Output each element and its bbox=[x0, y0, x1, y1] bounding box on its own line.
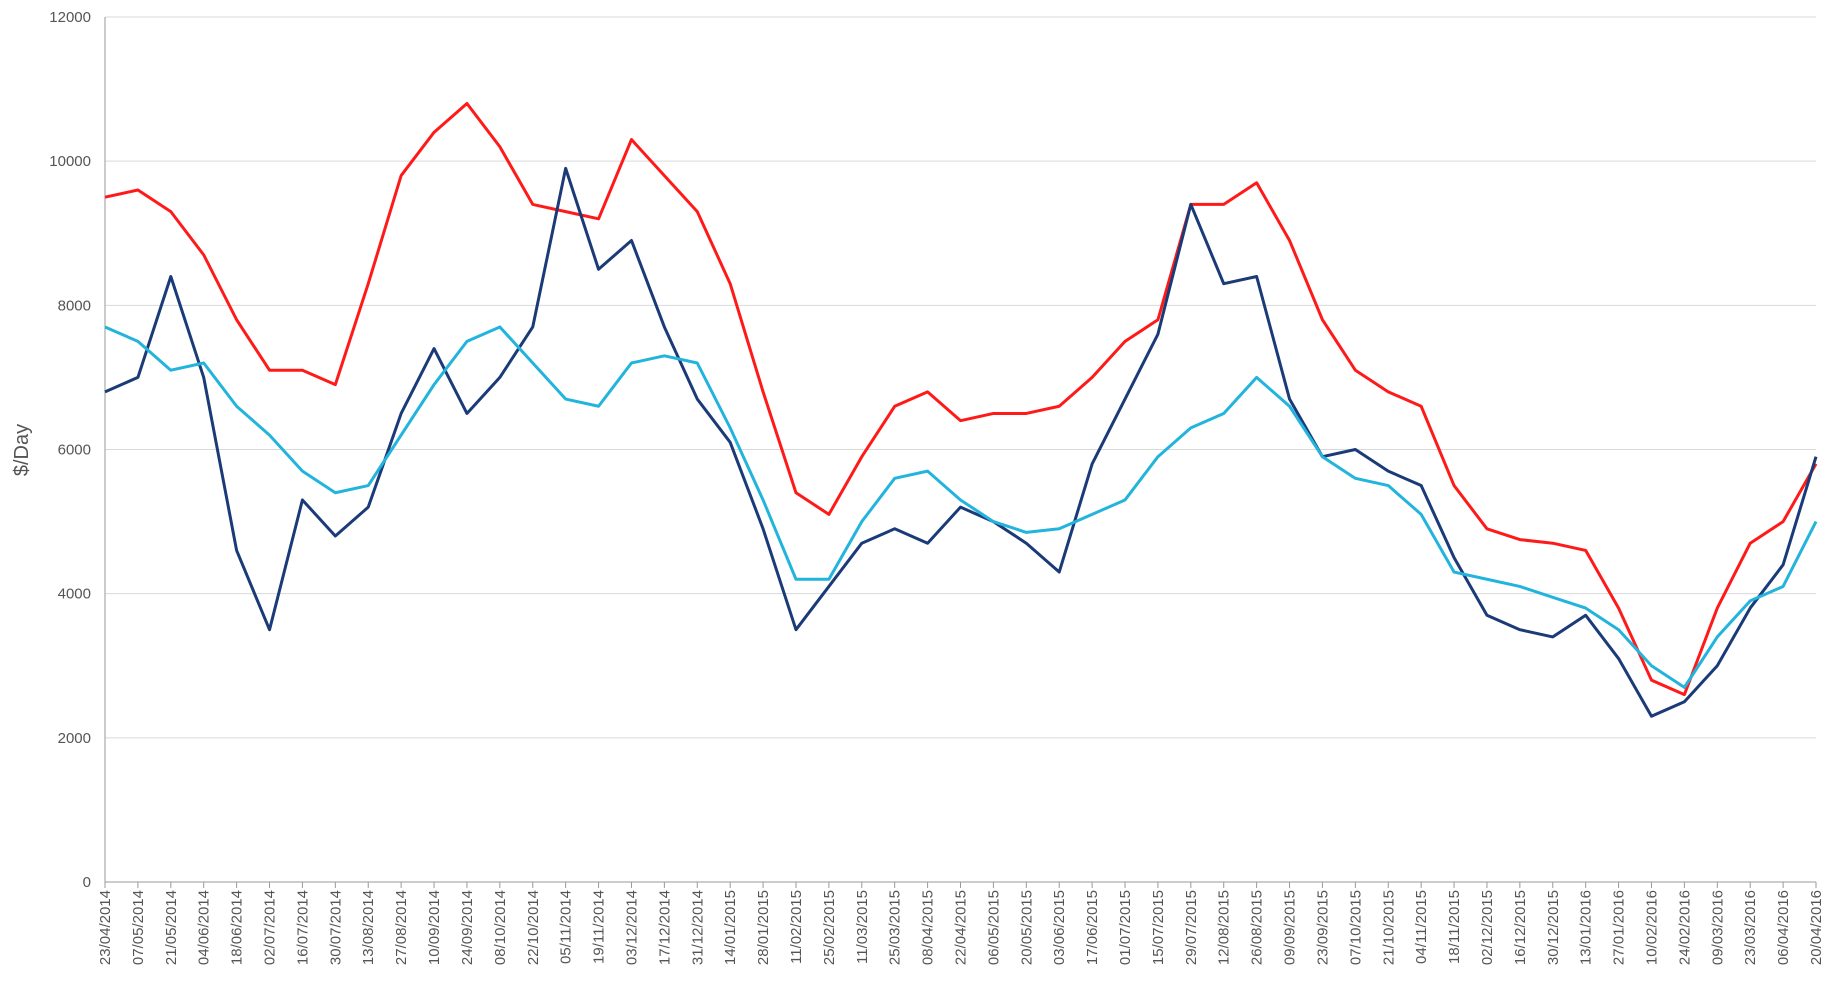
x-tick-label: 09/03/2016 bbox=[1709, 890, 1726, 965]
x-tick-label: 11/03/2015 bbox=[854, 890, 871, 964]
x-tick-label: 23/03/2016 bbox=[1742, 890, 1759, 965]
x-tick-label: 01/07/2015 bbox=[1117, 890, 1134, 965]
x-tick-label: 10/09/2014 bbox=[426, 890, 443, 965]
x-tick-label: 05/11/2014 bbox=[558, 890, 575, 964]
x-tick-label: 04/11/2015 bbox=[1413, 890, 1430, 964]
y-tick-label: 6000 bbox=[58, 442, 91, 459]
series-line bbox=[104, 102, 1818, 697]
x-tick-label: 19/11/2014 bbox=[591, 890, 608, 964]
x-tick-label: 04/06/2014 bbox=[196, 890, 213, 965]
x-tick-label: 07/05/2014 bbox=[130, 890, 147, 965]
x-tick-label: 23/04/2014 bbox=[97, 890, 114, 965]
series-line bbox=[104, 166, 1818, 718]
x-tick-label: 02/07/2014 bbox=[262, 890, 279, 965]
x-tick-label: 10/02/2016 bbox=[1643, 890, 1660, 965]
x-tick-label: 11/02/2015 bbox=[788, 890, 805, 964]
x-tick-label: 22/04/2015 bbox=[953, 890, 970, 965]
x-tick-label: 13/08/2014 bbox=[360, 890, 377, 965]
y-tick-label: 10000 bbox=[49, 153, 91, 170]
x-tick-label: 26/08/2015 bbox=[1249, 890, 1266, 965]
x-tick-label: 18/06/2014 bbox=[229, 890, 246, 965]
x-tick-label: 21/10/2015 bbox=[1380, 890, 1397, 965]
x-tick-label: 18/11/2015 bbox=[1446, 890, 1463, 964]
x-tick-label: 17/12/2014 bbox=[656, 890, 673, 965]
x-tick-label: 25/02/2015 bbox=[821, 890, 838, 965]
y-tick-label: 2000 bbox=[58, 730, 91, 747]
x-tick-label: 09/09/2015 bbox=[1282, 890, 1299, 965]
x-tick-label: 30/07/2014 bbox=[327, 890, 344, 965]
x-tick-label: 15/07/2015 bbox=[1150, 890, 1167, 965]
x-tick-label: 31/12/2014 bbox=[689, 890, 706, 965]
x-tick-label: 29/07/2015 bbox=[1183, 890, 1200, 965]
x-tick-label: 22/10/2014 bbox=[525, 890, 542, 965]
x-tick-label: 20/05/2015 bbox=[1018, 890, 1035, 965]
x-tick-label: 16/12/2015 bbox=[1512, 890, 1529, 965]
y-tick-label: 0 bbox=[83, 874, 91, 891]
y-tick-label: 8000 bbox=[58, 297, 91, 314]
x-tick-label: 28/01/2015 bbox=[755, 890, 772, 965]
y-axis-label: $/Day bbox=[11, 424, 33, 476]
x-tick-label: 12/08/2015 bbox=[1216, 890, 1233, 965]
x-tick-label: 17/06/2015 bbox=[1084, 890, 1101, 965]
x-tick-label: 21/05/2014 bbox=[163, 890, 180, 965]
x-tick-label: 24/09/2014 bbox=[459, 890, 476, 965]
x-tick-label: 03/12/2014 bbox=[623, 890, 640, 965]
x-tick-label: 14/01/2015 bbox=[722, 890, 739, 965]
x-tick-label: 03/06/2015 bbox=[1051, 890, 1068, 965]
x-tick-label: 08/10/2014 bbox=[492, 890, 509, 965]
x-tick-label: 27/01/2016 bbox=[1611, 890, 1628, 965]
x-tick-label: 07/10/2015 bbox=[1347, 890, 1364, 965]
y-tick-label: 4000 bbox=[58, 586, 91, 603]
x-tick-label: 06/05/2015 bbox=[985, 890, 1002, 965]
x-tick-label: 20/04/2016 bbox=[1808, 890, 1825, 965]
x-tick-label: 08/04/2015 bbox=[920, 890, 937, 965]
x-tick-label: 27/08/2014 bbox=[393, 890, 410, 965]
series-line bbox=[104, 325, 1818, 689]
y-tick-label: 12000 bbox=[49, 9, 91, 26]
x-tick-label: 06/04/2016 bbox=[1775, 890, 1792, 965]
x-tick-label: 23/09/2015 bbox=[1314, 890, 1331, 965]
x-tick-label: 02/12/2015 bbox=[1479, 890, 1496, 965]
x-tick-label: 13/01/2016 bbox=[1578, 890, 1595, 965]
x-tick-label: 30/12/2015 bbox=[1545, 890, 1562, 965]
x-tick-label: 24/02/2016 bbox=[1676, 890, 1693, 965]
x-tick-label: 16/07/2014 bbox=[294, 890, 311, 965]
x-tick-label: 25/03/2015 bbox=[887, 890, 904, 965]
